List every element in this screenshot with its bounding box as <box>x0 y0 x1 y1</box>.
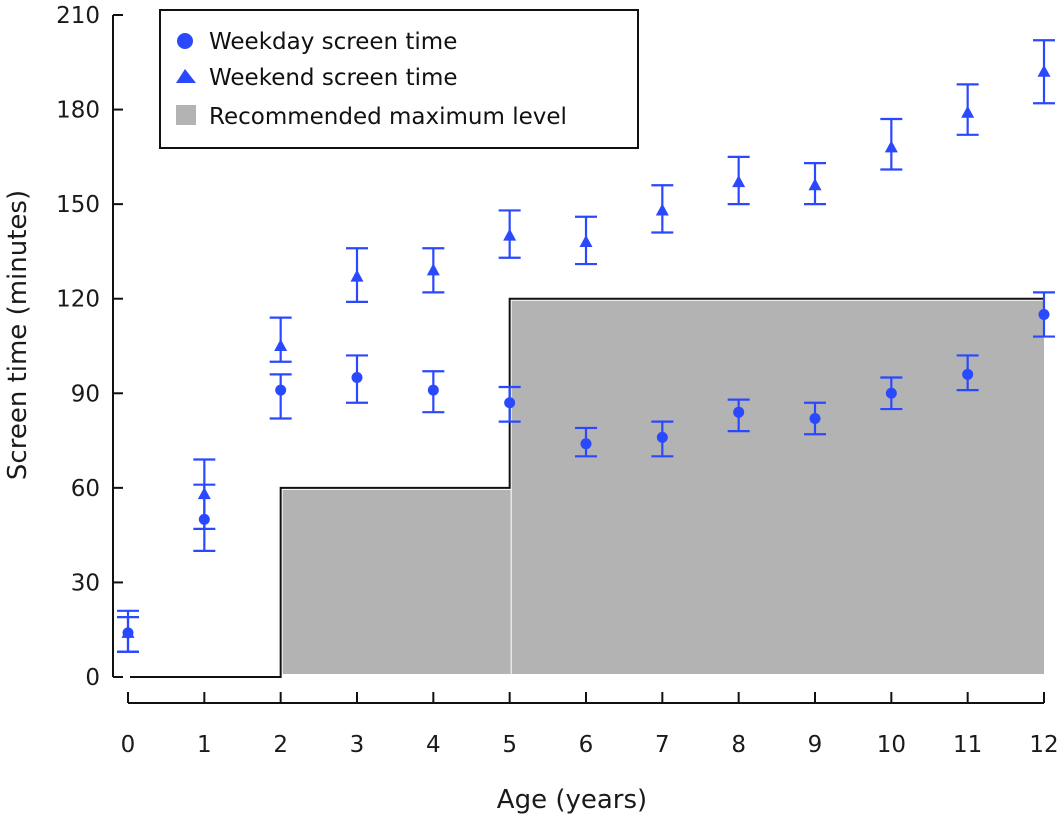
weekend-point <box>350 269 364 282</box>
legend-triangle-icon <box>176 69 196 83</box>
weekday-point <box>809 413 821 425</box>
legend-box <box>159 9 639 149</box>
x-tick-label: 7 <box>655 732 670 758</box>
weekend-point <box>961 105 975 118</box>
recommended-max-outline <box>130 297 1044 678</box>
weekend-point <box>503 228 517 241</box>
weekend-point <box>121 625 135 638</box>
x-tick-label: 1 <box>197 732 212 758</box>
x-tick-label: 11 <box>953 732 982 758</box>
weekday-point <box>656 431 668 443</box>
weekend-point <box>655 203 669 216</box>
y-tick-label: 90 <box>71 381 100 407</box>
y-tick-label: 30 <box>71 570 100 596</box>
weekend-point <box>884 140 898 153</box>
legend: Weekday screen time Weekend screen time … <box>159 9 639 149</box>
recommended-max-fill-step-2 <box>511 300 1046 674</box>
x-tick-label: 0 <box>121 732 136 758</box>
weekend-point <box>274 339 288 351</box>
y-axis-title: Screen time (minutes) <box>3 190 33 480</box>
data-series-layer <box>117 39 1055 653</box>
weekend-point <box>197 487 211 500</box>
y-tick-label: 0 <box>85 665 100 691</box>
legend-square-icon <box>176 105 196 125</box>
legend-label-weekend: Weekend screen time <box>209 65 458 91</box>
y-tick-label: 180 <box>56 98 100 124</box>
x-tick-label: 10 <box>877 732 906 758</box>
x-tick-label: 2 <box>273 732 288 758</box>
weekend-point <box>808 178 822 191</box>
weekday-point <box>275 384 287 396</box>
x-tick-label: 5 <box>502 732 517 758</box>
x-tick-label: 12 <box>1029 732 1058 758</box>
x-tick-label: 9 <box>808 732 823 758</box>
weekday-point <box>504 397 516 409</box>
x-tick-label: 6 <box>579 732 594 758</box>
legend-label-weekday: Weekday screen time <box>209 29 457 55</box>
recommended-max-right-edge <box>1044 298 1046 674</box>
weekday-point <box>351 372 363 384</box>
weekday-point <box>962 368 974 380</box>
weekday-point <box>733 406 745 418</box>
weekend-point <box>1037 64 1051 77</box>
weekday-point <box>1038 308 1050 320</box>
recommended-max-fill-step-1 <box>282 489 511 674</box>
weekend-point <box>426 263 440 276</box>
x-axis-title: Age (years) <box>497 785 647 815</box>
y-tick-label: 120 <box>56 287 100 313</box>
weekend-point <box>579 234 593 247</box>
y-tick-label: 150 <box>56 192 100 218</box>
x-tick-label: 8 <box>731 732 746 758</box>
weekend-point <box>732 175 746 188</box>
legend-label-recommended: Recommended maximum level <box>209 104 567 130</box>
series-weekend <box>117 39 1055 653</box>
weekday-point <box>885 387 897 399</box>
legend-circle-icon <box>177 33 193 49</box>
weekday-point <box>580 438 592 450</box>
y-tick-label: 210 <box>56 3 100 29</box>
weekday-point <box>427 384 439 396</box>
x-tick-label: 4 <box>426 732 441 758</box>
y-tick-label: 60 <box>71 476 100 502</box>
x-tick-label: 3 <box>350 732 365 758</box>
recommended-max-area-layer <box>130 297 1046 678</box>
